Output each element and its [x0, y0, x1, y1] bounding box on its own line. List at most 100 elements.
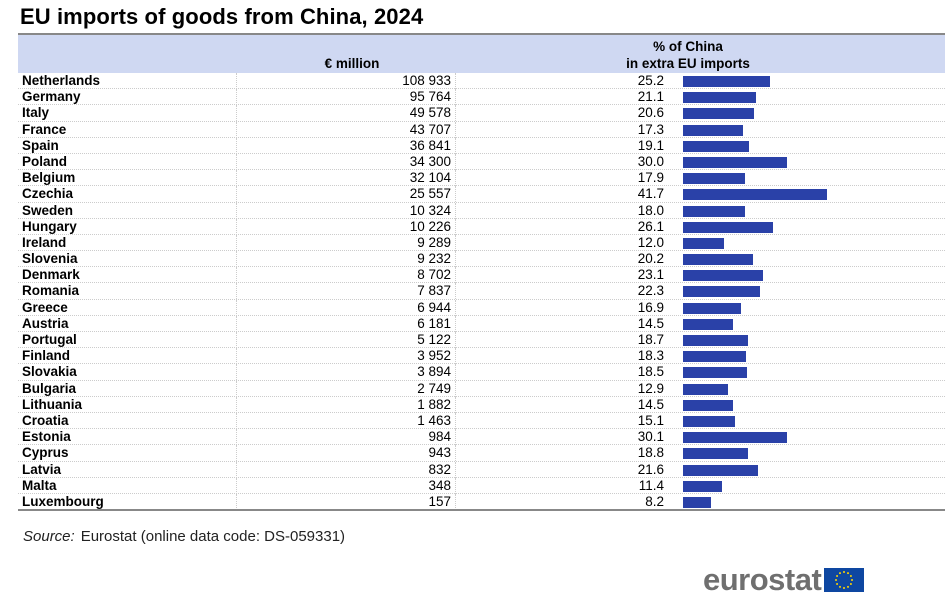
header-pct-line1: % of China	[653, 39, 723, 54]
header-pct-line2: in extra EU imports	[626, 56, 750, 71]
table-bottom-rule	[18, 509, 945, 511]
table-body: Netherlands 108 933 25.2 Germany 95 764 …	[18, 73, 945, 511]
pct-cell: 18.5	[455, 364, 664, 381]
pct-cell: 17.3	[455, 121, 664, 138]
pct-cell: 11.4	[455, 477, 664, 494]
pct-bar	[683, 76, 770, 87]
country-name: Poland	[22, 153, 68, 169]
pct-cell: 18.0	[455, 202, 664, 219]
value-cell: 3 894	[236, 364, 451, 381]
pct-bar	[683, 318, 734, 330]
value-cell: 6 944	[236, 299, 451, 316]
value-cell: 157	[236, 493, 451, 510]
value-cell: 9 232	[236, 251, 451, 268]
country-name: Slovenia	[22, 251, 78, 267]
table-row: Bulgaria 2 749 12.9	[18, 380, 945, 397]
country-name: Greece	[22, 299, 68, 315]
table-row: Latvia 832 21.6	[18, 461, 945, 478]
table-row: Greece 6 944 16.9	[18, 299, 945, 316]
country-name: Ireland	[22, 234, 67, 250]
pct-cell: 30.1	[455, 429, 664, 446]
header-pct: % of China in extra EU imports	[578, 38, 798, 72]
pct-bar	[683, 237, 725, 249]
table-row: Germany 95 764 21.1	[18, 89, 945, 106]
pct-bar	[683, 351, 747, 363]
pct-bar	[683, 432, 787, 444]
pct-bar	[683, 140, 749, 152]
pct-cell: 20.6	[455, 105, 664, 122]
pct-cell: 18.3	[455, 348, 664, 365]
table-row: Poland 34 300 30.0	[18, 153, 945, 171]
country-name: Sweden	[22, 202, 74, 218]
country-name: Denmark	[22, 267, 80, 283]
value-cell: 10 226	[236, 218, 451, 235]
pct-bar	[683, 270, 763, 282]
table-row: Sweden 10 324 18.0	[18, 202, 945, 219]
pct-bar	[683, 367, 747, 379]
country-name: Luxembourg	[22, 493, 104, 509]
pct-bar	[683, 286, 760, 298]
table-row: Croatia 1 463 15.1	[18, 412, 945, 430]
table-row: Luxembourg 157 8.2	[18, 493, 945, 511]
pct-cell: 16.9	[455, 299, 664, 316]
table-row: Estonia 984 30.1	[18, 429, 945, 446]
header-value: € million	[324, 56, 380, 71]
table-row: Ireland 9 289 12.0	[18, 234, 945, 252]
country-name: Spain	[22, 137, 59, 153]
table-row: Romania 7 837 22.3	[18, 283, 945, 300]
pct-cell: 20.2	[455, 251, 664, 268]
table-row: Denmark 8 702 23.1	[18, 267, 945, 284]
value-cell: 43 707	[236, 121, 451, 138]
value-cell: 832	[236, 461, 451, 478]
table-row: Malta 348 11.4	[18, 477, 945, 494]
table-row: Portugal 5 122 18.7	[18, 332, 945, 349]
value-cell: 9 289	[236, 234, 451, 251]
table-row: France 43 707 17.3	[18, 121, 945, 138]
value-cell: 943	[236, 445, 451, 462]
value-cell: 108 933	[236, 73, 451, 89]
country-name: Netherlands	[22, 73, 101, 88]
value-cell: 32 104	[236, 170, 451, 187]
table-row: Austria 6 181 14.5	[18, 315, 945, 332]
pct-bar	[683, 254, 753, 266]
pct-bar	[683, 415, 736, 427]
pct-bar	[683, 383, 728, 395]
country-name: Germany	[22, 89, 81, 105]
pct-bar	[683, 464, 758, 476]
chart-title: EU imports of goods from China, 2024	[20, 4, 424, 29]
pct-cell: 14.5	[455, 396, 664, 413]
value-cell: 6 181	[236, 315, 451, 332]
pct-cell: 19.1	[455, 137, 664, 154]
country-name: Italy	[22, 105, 50, 121]
country-name: Estonia	[22, 429, 71, 445]
pct-bar	[683, 173, 745, 185]
value-cell: 95 764	[236, 89, 451, 106]
value-cell: 49 578	[236, 105, 451, 122]
pct-bar	[683, 399, 734, 411]
pct-cell: 30.0	[455, 153, 664, 170]
table-row: Spain 36 841 19.1	[18, 137, 945, 154]
eu-flag-icon	[824, 568, 865, 592]
table-row: Lithuania 1 882 14.5	[18, 396, 945, 413]
country-name: France	[22, 121, 67, 137]
value-cell: 10 324	[236, 202, 451, 219]
pct-cell: 12.0	[455, 234, 664, 251]
pct-bar	[683, 108, 755, 120]
pct-bar	[683, 156, 787, 168]
value-cell: 34 300	[236, 153, 451, 170]
value-cell: 7 837	[236, 283, 451, 300]
data-table: € million % of China in extra EU imports…	[18, 33, 945, 511]
value-cell: 1 882	[236, 396, 451, 413]
pct-cell: 25.2	[455, 73, 664, 89]
country-name: Romania	[22, 283, 80, 299]
country-name: Czechia	[22, 186, 74, 202]
table-row: Finland 3 952 18.3	[18, 348, 945, 365]
pct-cell: 22.3	[455, 283, 664, 300]
value-cell: 2 749	[236, 380, 451, 397]
table-row: Italy 49 578 20.6	[18, 105, 945, 122]
value-cell: 984	[236, 429, 451, 446]
value-cell: 1 463	[236, 412, 451, 429]
value-cell: 5 122	[236, 332, 451, 348]
value-cell: 36 841	[236, 137, 451, 154]
country-name: Lithuania	[22, 396, 82, 412]
